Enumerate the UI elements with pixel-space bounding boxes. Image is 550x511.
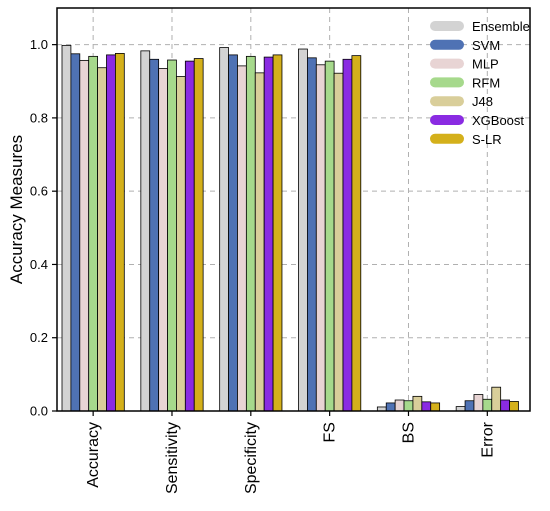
x-tick-label: Error <box>479 421 496 457</box>
legend-swatch <box>430 96 464 107</box>
legend-swatch <box>430 58 464 69</box>
bar-mlp-error <box>473 394 484 412</box>
legend-label: Ensemble <box>472 19 530 34</box>
y-tick-label: 0.0 <box>30 404 48 419</box>
bar-svm-sensitivity <box>149 58 160 412</box>
bar-svm-error <box>464 400 475 412</box>
x-tick-label: FS <box>322 422 339 442</box>
legend-swatch <box>430 77 464 88</box>
bar-svm-specificity <box>228 54 238 412</box>
x-tick-label: BS <box>400 422 417 443</box>
bar-xgboost-accuracy <box>106 54 116 412</box>
bar-xgboost-sensitivity <box>184 60 195 412</box>
bar-ensemble-accuracy <box>61 44 72 412</box>
legend-label: RFM <box>472 75 500 90</box>
legend-swatch <box>430 115 464 125</box>
bar-j48-specificity <box>254 72 265 412</box>
bar-xgboost-specificity <box>263 56 274 412</box>
x-tick-label: Accuracy <box>85 422 102 488</box>
legend-swatch <box>430 39 464 50</box>
bar-svm-fs <box>306 57 317 412</box>
bar-xgboost-fs <box>342 58 353 412</box>
bar-mlp-accuracy <box>79 59 90 412</box>
legend: Ensemble SVM MLP RFM J48 XGBoost S-LR <box>430 19 530 147</box>
bar-j48-fs <box>333 72 344 412</box>
legend-label: MLP <box>472 57 499 72</box>
bar-mlp-bs <box>394 399 405 412</box>
bar-svm-accuracy <box>70 53 81 412</box>
legend-swatch <box>430 21 464 31</box>
bar-s-lr-accuracy <box>115 53 125 412</box>
bar-ensemble-sensitivity <box>140 50 151 412</box>
x-tick-label: Sensitivity <box>164 422 181 494</box>
bar-s-lr-bs <box>430 402 441 412</box>
bar-rfm-sensitivity <box>167 59 177 412</box>
bar-s-lr-error <box>509 401 519 412</box>
y-tick-label: 0.6 <box>30 184 48 199</box>
x-axis: Accuracy Sensitivity Specificity FS BS Error <box>85 411 496 494</box>
bar-rfm-accuracy <box>88 55 98 412</box>
bar-svm-bs <box>385 402 396 412</box>
bar-rfm-bs <box>403 400 414 412</box>
plot-frame <box>56 7 531 412</box>
bar-s-lr-sensitivity <box>193 58 204 412</box>
bar-rfm-specificity <box>245 55 256 412</box>
y-axis-label: Accuracy Measures <box>7 135 26 284</box>
bar-mlp-fs <box>315 64 326 412</box>
legend-swatch <box>430 133 464 144</box>
y-axis: 0.0 0.2 0.4 0.6 0.8 1.0 <box>30 37 57 419</box>
bar-j48-error <box>491 386 502 412</box>
bar-j48-accuracy <box>97 67 107 412</box>
bar-xgboost-bs <box>421 401 432 412</box>
bar-ensemble-fs <box>298 48 308 412</box>
legend-label: J48 <box>472 94 493 109</box>
legend-label: XGBoost <box>472 113 524 128</box>
bar-s-lr-fs <box>351 55 362 412</box>
bar-xgboost-error <box>500 399 510 412</box>
legend-label: S-LR <box>472 132 502 147</box>
bar-mlp-sensitivity <box>158 68 168 412</box>
bar-ensemble-specificity <box>219 47 229 412</box>
bar-rfm-error <box>482 398 493 412</box>
y-tick-label: 0.4 <box>30 257 48 272</box>
x-tick-label: Specificity <box>243 422 260 494</box>
bar-rfm-fs <box>324 60 335 412</box>
bar-j48-bs <box>412 395 423 412</box>
bars <box>61 44 519 412</box>
y-tick-label: 1.0 <box>30 37 48 52</box>
bar-j48-sensitivity <box>176 76 186 412</box>
y-tick-label: 0.8 <box>30 110 48 125</box>
y-tick-label: 0.2 <box>30 330 48 345</box>
legend-label: SVM <box>472 38 500 53</box>
bar-s-lr-specificity <box>272 54 283 412</box>
bar-mlp-specificity <box>237 65 247 412</box>
